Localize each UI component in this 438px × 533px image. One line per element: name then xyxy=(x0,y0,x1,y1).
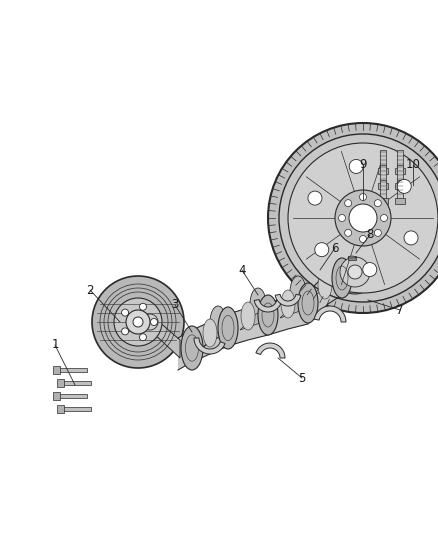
Ellipse shape xyxy=(126,310,150,334)
Polygon shape xyxy=(57,368,87,372)
Polygon shape xyxy=(380,165,386,185)
Ellipse shape xyxy=(142,314,158,330)
Ellipse shape xyxy=(339,214,346,222)
Ellipse shape xyxy=(203,319,217,347)
Ellipse shape xyxy=(332,258,352,298)
Ellipse shape xyxy=(281,290,295,318)
Ellipse shape xyxy=(315,243,329,257)
Ellipse shape xyxy=(348,265,362,279)
Ellipse shape xyxy=(288,143,438,293)
Ellipse shape xyxy=(139,334,146,341)
Ellipse shape xyxy=(363,263,377,277)
Text: 3: 3 xyxy=(171,298,179,311)
Text: 2: 2 xyxy=(86,284,94,296)
Ellipse shape xyxy=(318,271,332,299)
Polygon shape xyxy=(395,183,405,189)
Ellipse shape xyxy=(218,307,238,349)
Polygon shape xyxy=(240,307,276,330)
Text: 4: 4 xyxy=(238,263,246,277)
Polygon shape xyxy=(202,320,236,348)
Ellipse shape xyxy=(133,317,143,327)
Ellipse shape xyxy=(381,214,388,222)
Ellipse shape xyxy=(268,123,438,313)
Ellipse shape xyxy=(250,288,266,320)
Ellipse shape xyxy=(360,193,367,200)
Polygon shape xyxy=(314,306,346,322)
Polygon shape xyxy=(380,180,386,200)
Polygon shape xyxy=(397,165,403,185)
Ellipse shape xyxy=(181,326,203,370)
Polygon shape xyxy=(57,405,64,413)
Polygon shape xyxy=(53,392,60,400)
Text: 1: 1 xyxy=(51,338,59,351)
Ellipse shape xyxy=(335,190,391,246)
Polygon shape xyxy=(397,150,403,170)
Ellipse shape xyxy=(241,302,255,330)
Ellipse shape xyxy=(374,200,381,207)
Text: 6: 6 xyxy=(331,241,339,254)
Ellipse shape xyxy=(374,229,381,236)
Ellipse shape xyxy=(139,303,146,310)
Polygon shape xyxy=(275,294,301,306)
Text: 9: 9 xyxy=(359,158,367,172)
Ellipse shape xyxy=(290,276,306,308)
Ellipse shape xyxy=(333,250,377,294)
Ellipse shape xyxy=(114,298,162,346)
Ellipse shape xyxy=(349,159,363,173)
Polygon shape xyxy=(348,256,356,260)
Ellipse shape xyxy=(210,306,226,338)
Polygon shape xyxy=(280,295,316,318)
Polygon shape xyxy=(53,366,60,374)
Ellipse shape xyxy=(258,295,278,335)
Ellipse shape xyxy=(345,200,352,207)
Ellipse shape xyxy=(340,257,370,287)
Polygon shape xyxy=(256,343,285,358)
Polygon shape xyxy=(61,407,91,411)
Polygon shape xyxy=(348,256,356,258)
Ellipse shape xyxy=(122,328,129,335)
Ellipse shape xyxy=(404,231,418,245)
Ellipse shape xyxy=(345,229,352,236)
Polygon shape xyxy=(378,183,388,189)
Polygon shape xyxy=(57,394,87,398)
Polygon shape xyxy=(378,198,388,204)
Ellipse shape xyxy=(360,236,367,243)
Polygon shape xyxy=(194,338,225,354)
Polygon shape xyxy=(61,381,91,385)
Polygon shape xyxy=(150,314,180,358)
Ellipse shape xyxy=(298,283,318,323)
Ellipse shape xyxy=(92,276,184,368)
Ellipse shape xyxy=(308,191,322,205)
Ellipse shape xyxy=(397,179,411,193)
Polygon shape xyxy=(378,168,388,174)
Ellipse shape xyxy=(349,204,377,232)
Text: 7: 7 xyxy=(396,303,404,317)
Polygon shape xyxy=(312,270,350,296)
Polygon shape xyxy=(395,168,405,174)
Text: 5: 5 xyxy=(298,372,306,384)
Text: 10: 10 xyxy=(406,158,420,172)
Polygon shape xyxy=(57,379,64,387)
Ellipse shape xyxy=(322,254,338,286)
Ellipse shape xyxy=(151,319,158,326)
Polygon shape xyxy=(254,300,282,312)
Polygon shape xyxy=(397,180,403,200)
Polygon shape xyxy=(395,198,405,204)
Polygon shape xyxy=(380,150,386,170)
Polygon shape xyxy=(178,258,355,370)
Text: 8: 8 xyxy=(366,229,374,241)
Ellipse shape xyxy=(122,309,129,316)
Ellipse shape xyxy=(279,134,438,302)
